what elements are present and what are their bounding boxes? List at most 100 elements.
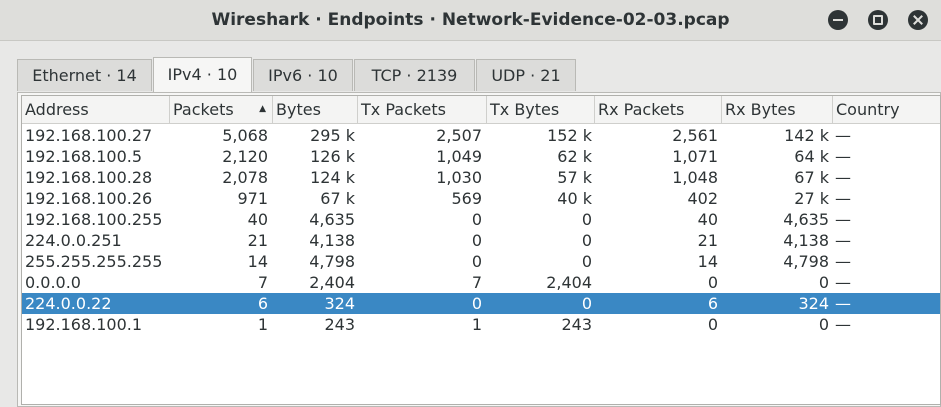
cell-tx-packets: 2,507	[436, 126, 482, 145]
tab-udp[interactable]: UDP · 21	[476, 59, 576, 91]
column-header-tx-packets[interactable]: Tx Packets	[358, 96, 487, 123]
tab-panel: Address Packets ▲ Bytes Tx Packets Tx By…	[17, 92, 941, 407]
cell-country: —	[835, 252, 851, 271]
sort-ascending-icon: ▲	[259, 104, 266, 114]
cell-bytes: 324	[324, 294, 355, 313]
table-row[interactable]: 192.168.100.28 2,078 124 k 1,030 57 k 1,048 67…	[22, 167, 940, 188]
cell-country: —	[835, 231, 851, 250]
cell-tx-bytes: 57 k	[557, 168, 592, 187]
table-row[interactable]: 224.0.0.251 21 4,138 0 0 21 4,138 —	[22, 230, 940, 251]
cell-address: 224.0.0.22	[25, 294, 112, 313]
cell-rx-packets: 40	[697, 210, 718, 229]
cell-tx-bytes: 0	[581, 210, 592, 229]
minimize-icon[interactable]	[828, 10, 848, 30]
cell-tx-packets: 0	[471, 294, 482, 313]
cell-country: —	[835, 189, 851, 208]
cell-tx-packets: 7	[471, 273, 482, 292]
cell-packets: 2,078	[222, 168, 268, 187]
cell-country: —	[835, 273, 851, 292]
cell-rx-packets: 21	[697, 231, 718, 250]
cell-tx-bytes: 243	[561, 315, 592, 334]
column-header-address[interactable]: Address	[22, 96, 170, 123]
table-row[interactable]: 192.168.100.255 40 4,635 0 0 40 4,635 —	[22, 209, 940, 230]
cell-rx-bytes: 4,635	[783, 210, 829, 229]
column-header-rx-bytes[interactable]: Rx Bytes	[722, 96, 833, 123]
cell-tx-bytes: 0	[581, 294, 592, 313]
cell-tx-bytes: 0	[581, 231, 592, 250]
cell-rx-bytes: 324	[798, 294, 829, 313]
cell-bytes: 126 k	[310, 147, 355, 166]
cell-tx-bytes: 2,404	[546, 273, 592, 292]
tab-ipv6[interactable]: IPv6 · 10	[253, 59, 353, 91]
cell-tx-bytes: 0	[581, 252, 592, 271]
column-header-rx-packets[interactable]: Rx Packets	[595, 96, 722, 123]
cell-rx-bytes: 67 k	[794, 168, 829, 187]
tab-ethernet[interactable]: Ethernet · 14	[17, 59, 152, 91]
cell-packets: 971	[237, 189, 268, 208]
cell-packets: 40	[247, 210, 268, 229]
cell-address: 192.168.100.5	[25, 147, 143, 166]
cell-packets: 6	[257, 294, 268, 313]
window-title: Wireshark · Endpoints · Network-Evidence…	[211, 10, 730, 30]
table-row[interactable]: 192.168.100.5 2,120 126 k 1,049 62 k 1,071 64 …	[22, 146, 940, 167]
cell-rx-packets: 14	[697, 252, 718, 271]
table-row[interactable]: 192.168.100.26 971 67 k 569 40 k 402 27 k —	[22, 188, 940, 209]
cell-bytes: 243	[324, 315, 355, 334]
cell-country: —	[835, 147, 851, 166]
cell-address: 224.0.0.251	[25, 231, 122, 250]
cell-address: 192.168.100.27	[25, 126, 153, 145]
cell-address: 192.168.100.26	[25, 189, 153, 208]
endpoints-table: Address Packets ▲ Bytes Tx Packets Tx By…	[21, 95, 941, 405]
cell-rx-bytes: 0	[818, 315, 829, 334]
cell-packets: 21	[247, 231, 268, 250]
table-row[interactable]: 192.168.100.1 1 243 1 243 0 0 —	[22, 314, 940, 335]
cell-address: 0.0.0.0	[25, 273, 81, 292]
table-row[interactable]: 192.168.100.27 5,068 295 k 2,507 152 k 2,561 1…	[22, 125, 940, 146]
cell-bytes: 124 k	[310, 168, 355, 187]
cell-tx-bytes: 40 k	[557, 189, 592, 208]
cell-bytes: 4,138	[309, 231, 355, 250]
cell-country: —	[835, 294, 851, 313]
cell-packets: 2,120	[222, 147, 268, 166]
cell-tx-packets: 0	[471, 210, 482, 229]
cell-rx-bytes: 4,138	[783, 231, 829, 250]
cell-rx-packets: 6	[707, 294, 718, 313]
tab-tcp[interactable]: TCP · 2139	[354, 59, 475, 91]
cell-packets: 5,068	[222, 126, 268, 145]
cell-rx-bytes: 0	[818, 273, 829, 292]
cell-country: —	[835, 210, 851, 229]
table-row[interactable]: 224.0.0.22 6 324 0 0 6 324 —	[22, 293, 940, 314]
cell-rx-packets: 2,561	[672, 126, 718, 145]
column-header-packets-label: Packets	[173, 100, 234, 119]
cell-country: —	[835, 315, 851, 334]
cell-bytes: 4,798	[309, 252, 355, 271]
cell-tx-bytes: 152 k	[547, 126, 592, 145]
cell-address: 192.168.100.1	[25, 315, 143, 334]
cell-bytes: 2,404	[309, 273, 355, 292]
cell-tx-packets: 1,030	[436, 168, 482, 187]
cell-country: —	[835, 126, 851, 145]
column-header-tx-bytes[interactable]: Tx Bytes	[487, 96, 595, 123]
cell-rx-packets: 402	[687, 189, 718, 208]
cell-address: 255.255.255.255	[25, 252, 163, 271]
column-header-bytes[interactable]: Bytes	[273, 96, 358, 123]
cell-address: 192.168.100.28	[25, 168, 153, 187]
column-header-packets[interactable]: Packets ▲	[170, 96, 273, 123]
cell-address: 192.168.100.255	[25, 210, 163, 229]
maximize-icon[interactable]	[868, 10, 888, 30]
column-header-country[interactable]: Country	[836, 100, 900, 119]
cell-bytes: 295 k	[310, 126, 355, 145]
cell-rx-bytes: 4,798	[783, 252, 829, 271]
cell-tx-bytes: 62 k	[557, 147, 592, 166]
table-row[interactable]: 0.0.0.0 7 2,404 7 2,404 0 0 —	[22, 272, 940, 293]
title-bar: Wireshark · Endpoints · Network-Evidence…	[0, 0, 941, 41]
close-icon[interactable]	[908, 10, 928, 30]
cell-rx-bytes: 64 k	[794, 147, 829, 166]
cell-rx-bytes: 142 k	[784, 126, 829, 145]
cell-rx-bytes: 27 k	[794, 189, 829, 208]
table-row[interactable]: 255.255.255.255 14 4,798 0 0 14 4,798 —	[22, 251, 940, 272]
cell-rx-packets: 0	[707, 315, 718, 334]
cell-country: —	[835, 168, 851, 187]
tab-ipv4[interactable]: IPv4 · 10	[153, 57, 252, 93]
cell-rx-packets: 0	[707, 273, 718, 292]
